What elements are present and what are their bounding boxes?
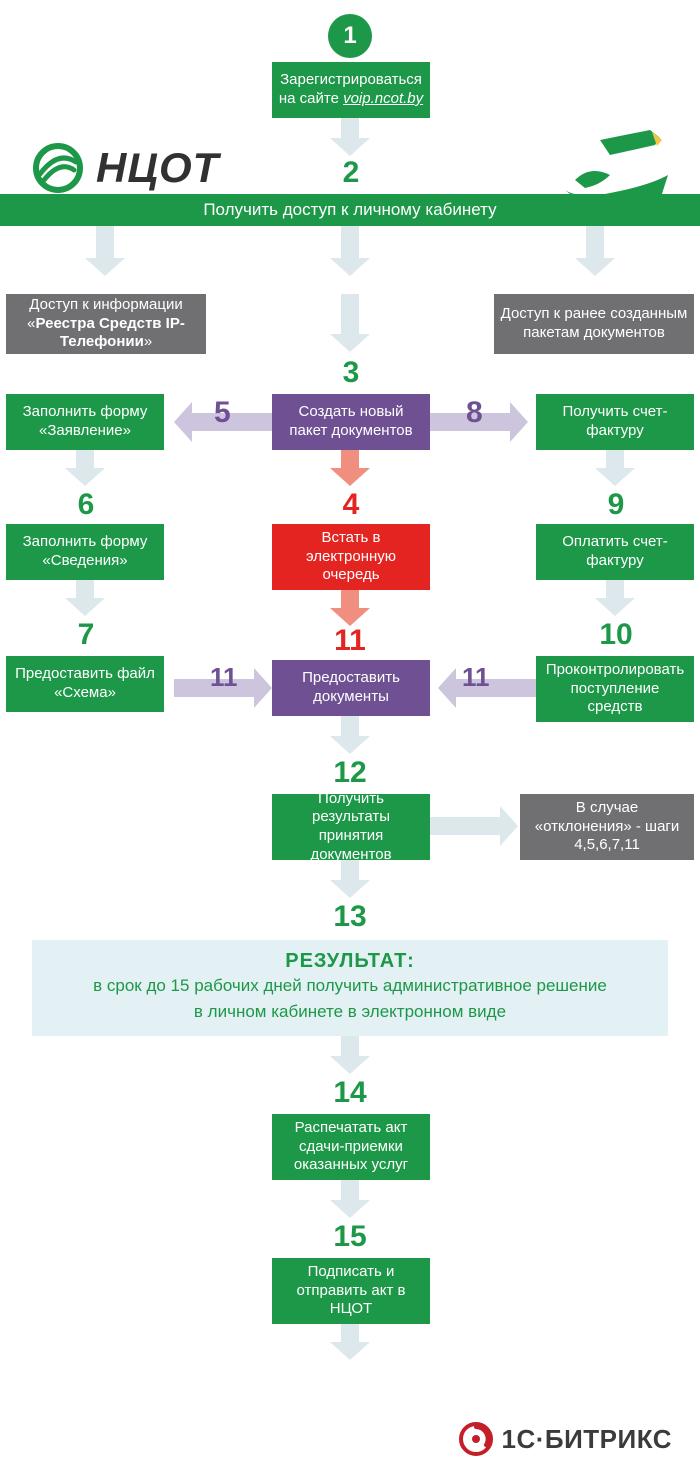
- step-6-box: Заполнить форму «Сведения»: [6, 524, 164, 580]
- step-4-box: Встать в электронную очередь: [272, 524, 430, 590]
- step-2-box: Получить доступ к личному кабинету: [0, 194, 700, 226]
- result-title: РЕЗУЛЬТАТ:: [32, 950, 668, 973]
- arrow-4-11: [330, 590, 370, 626]
- step-14-num: 14: [333, 1076, 367, 1110]
- arrow-tail: [330, 1324, 370, 1360]
- step-11-num-mid: 11: [333, 624, 367, 658]
- step-2-num: 2: [340, 156, 362, 190]
- step-9-box: Оплатить счет-фактуру: [536, 524, 694, 580]
- arrow-11-12: [330, 716, 370, 754]
- step-8-num: 8: [466, 396, 483, 430]
- arrow-12-reject: [430, 806, 518, 846]
- arrow-14-15: [330, 1180, 370, 1218]
- step-11-num-left: 11: [210, 662, 238, 693]
- step-11-box: Предоставить документы: [272, 660, 430, 716]
- step-12-num: 12: [333, 756, 367, 790]
- step-3-box: Создать новый пакет документов: [272, 394, 430, 450]
- nuot-swirl-icon: [30, 140, 86, 196]
- step-6-num: 6: [75, 488, 97, 522]
- step-9-num: 9: [605, 488, 627, 522]
- bitrix-text: 1С·БИТРИКС: [502, 1424, 672, 1455]
- result-line2: в личном кабинете в электронном виде: [32, 999, 668, 1025]
- step-12-box: Получить результаты принятия документов: [272, 794, 430, 860]
- step-5-num: 5: [214, 396, 231, 430]
- step-10-box: Проконтролировать поступление средств: [536, 656, 694, 722]
- step-14-box: Распечатать акт сдачи-приемки оказанных …: [272, 1114, 430, 1180]
- arrow-12-13: [330, 860, 370, 898]
- nuot-logo: НЦОТ: [30, 140, 219, 196]
- arrow-2-mid: [330, 226, 370, 276]
- step-1-box: Зарегистрироваться на сайте voip.ncot.by: [272, 62, 430, 118]
- arrow-2-3: [330, 294, 370, 352]
- step-1-badge: 1: [328, 14, 372, 58]
- result-panel: РЕЗУЛЬТАТ: в срок до 15 рабочих дней пол…: [32, 940, 668, 1036]
- arrow-5-6: [65, 450, 105, 486]
- step-7-box: Предоставить файл «Схема»: [6, 656, 164, 712]
- step-5-box: Заполнить форму «Заявление»: [6, 394, 164, 450]
- step-13-num: 13: [333, 900, 367, 934]
- step-3-num: 3: [340, 356, 362, 390]
- step-4-num: 4: [340, 488, 362, 522]
- gray-left-box: Доступ к информации «Реестра Средств IP-…: [6, 294, 206, 354]
- bitrix-icon: [458, 1421, 494, 1457]
- step-1-text: Зарегистрироваться на сайте voip.ncot.by: [279, 71, 423, 109]
- arrow-2-left: [85, 226, 125, 276]
- step-15-box: Подписать и отправить акт в НЦОТ: [272, 1258, 430, 1324]
- arrow-9-10: [595, 580, 635, 616]
- nuot-logo-text: НЦОТ: [96, 144, 219, 192]
- gray-reject-box: В случае «отклонения» - шаги 4,5,6,7,11: [520, 794, 694, 860]
- result-line1: в срок до 15 рабочих дней получить админ…: [32, 973, 668, 999]
- arrow-3-4: [330, 450, 370, 486]
- step-15-num: 15: [333, 1220, 367, 1254]
- step-7-num: 7: [75, 618, 97, 652]
- arrow-2-right: [575, 226, 615, 276]
- arrow-8-9: [595, 450, 635, 486]
- step-8-box: Получить счет-фактуру: [536, 394, 694, 450]
- gray-right-box: Доступ к ранее созданным пакетам докумен…: [494, 294, 694, 354]
- arrow-1-2: [330, 118, 370, 156]
- arrow-6-7: [65, 580, 105, 616]
- bitrix-logo: 1С·БИТРИКС: [458, 1421, 672, 1457]
- step-11-num-right: 11: [462, 662, 490, 693]
- arrow-13-14: [330, 1036, 370, 1074]
- step-10-num: 10: [596, 618, 636, 652]
